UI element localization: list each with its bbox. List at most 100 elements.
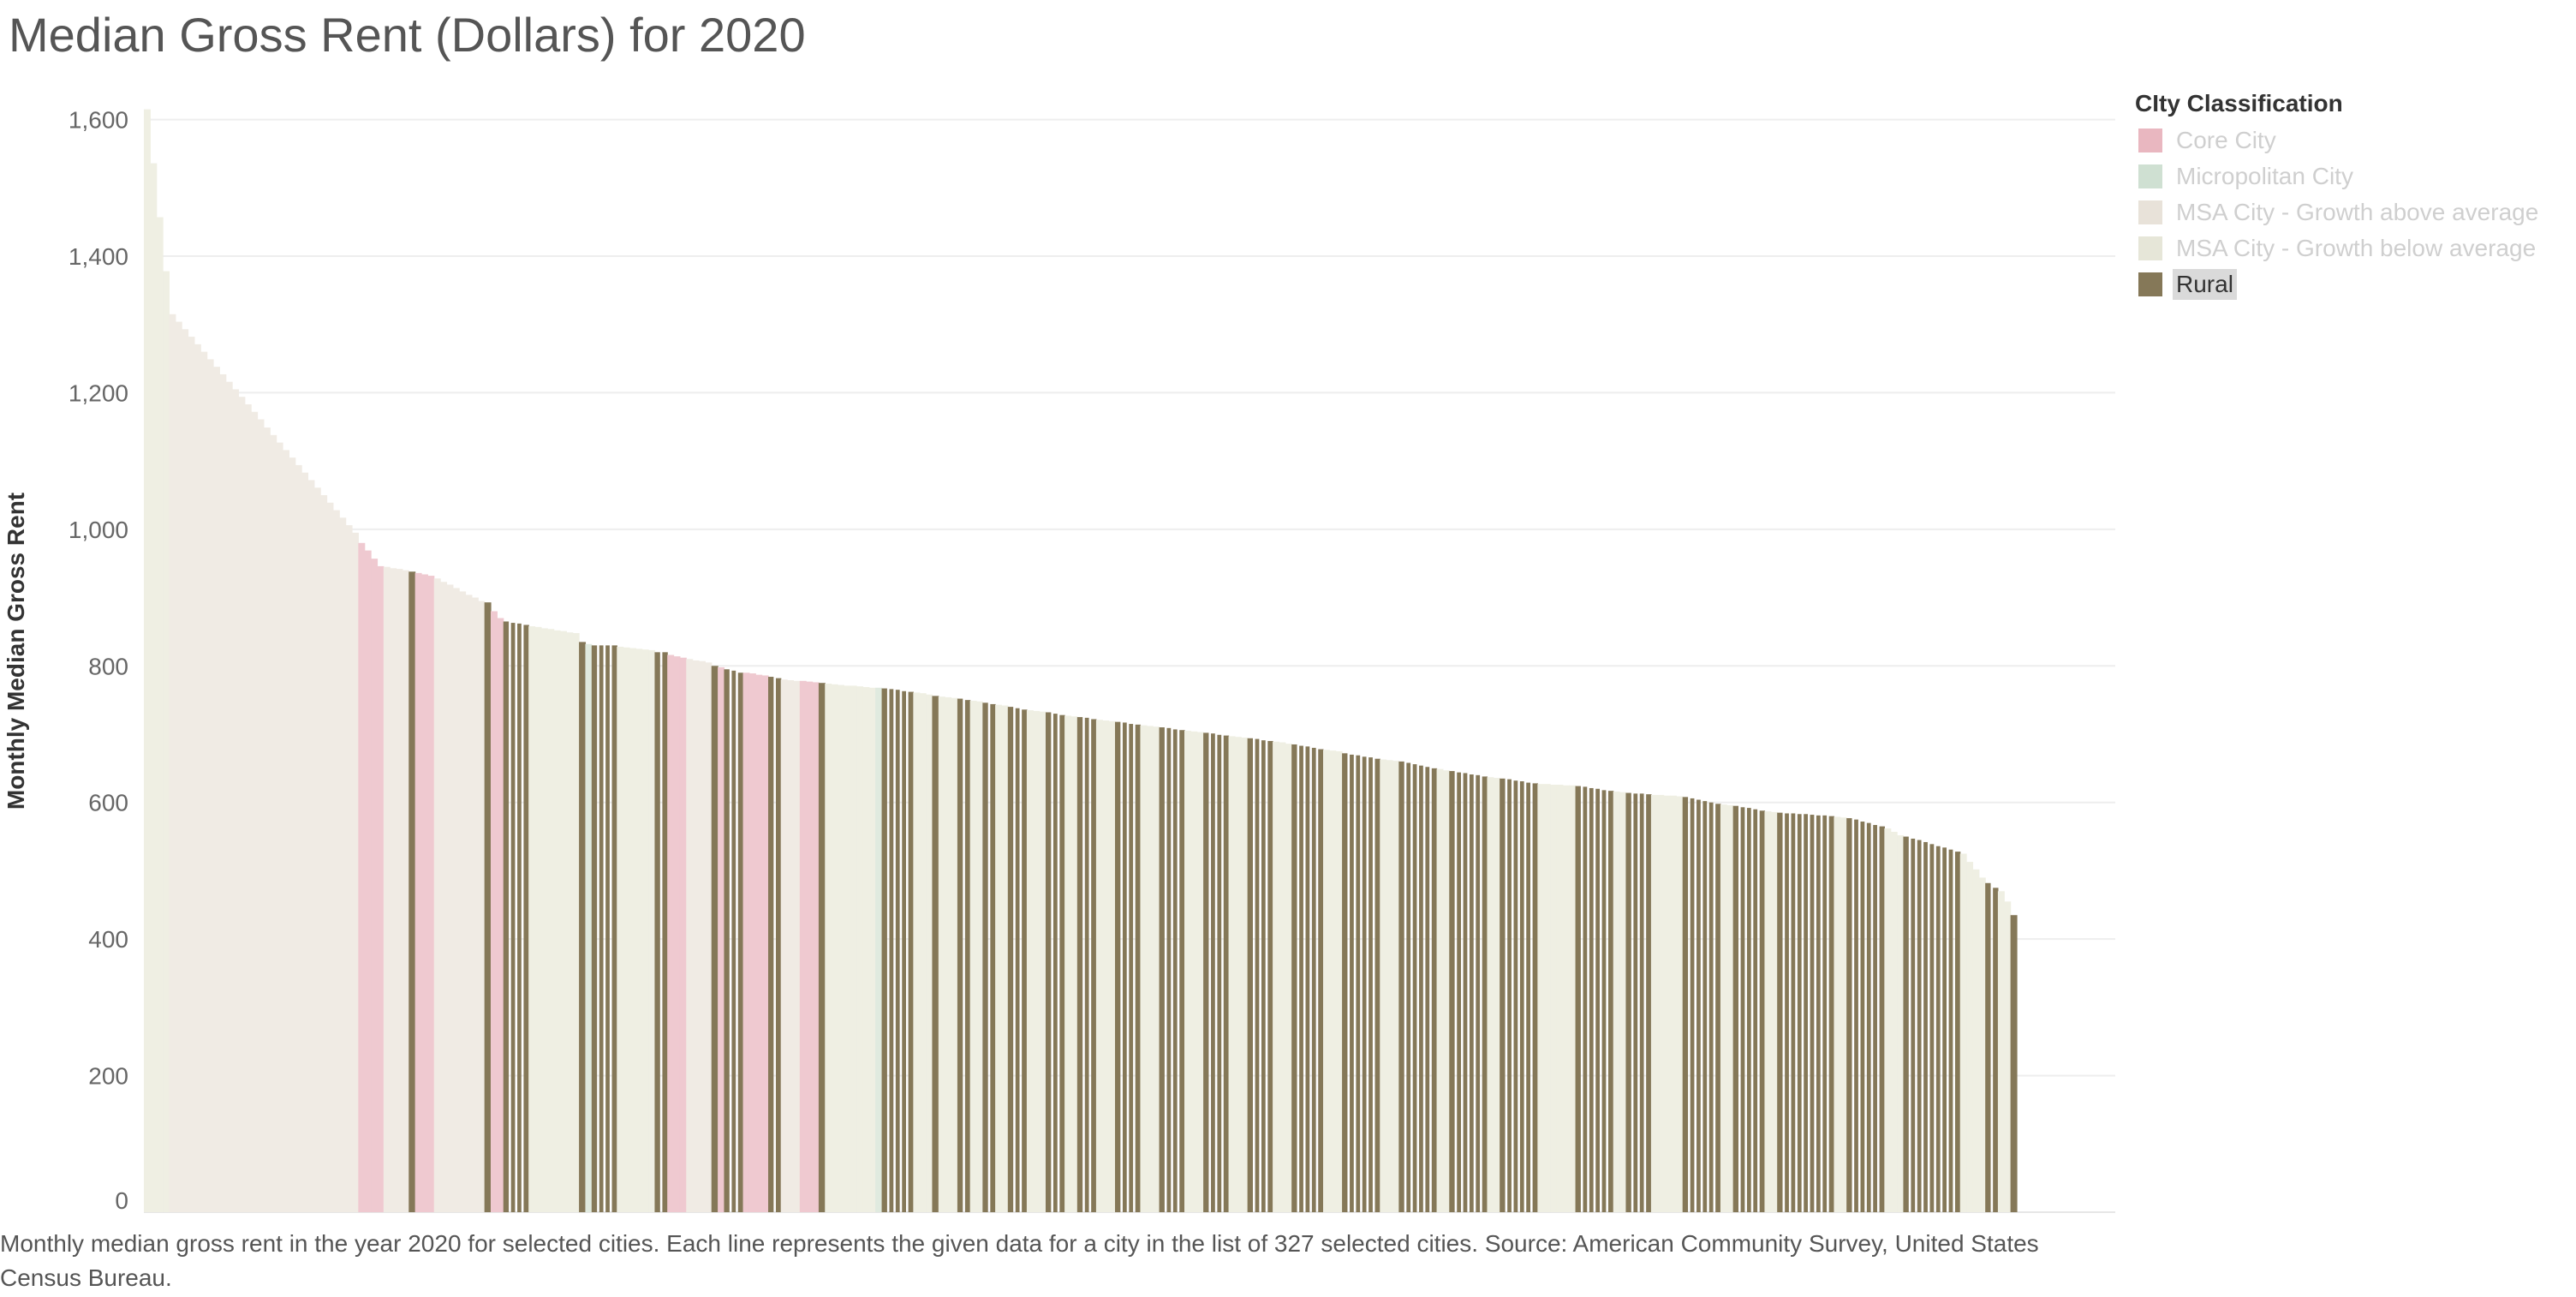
bar[interactable] — [1184, 731, 1191, 1212]
bar[interactable] — [1569, 785, 1577, 1212]
bar[interactable] — [844, 685, 851, 1212]
bar[interactable] — [446, 584, 454, 1212]
bar[interactable] — [1948, 849, 1953, 1212]
bar[interactable] — [1562, 785, 1570, 1212]
bar[interactable] — [1556, 784, 1564, 1212]
bar[interactable] — [1840, 817, 1847, 1212]
bar[interactable] — [648, 649, 656, 1212]
bar[interactable] — [1607, 791, 1614, 1212]
bar[interactable] — [1129, 724, 1134, 1212]
bar[interactable] — [1715, 804, 1721, 1212]
bar[interactable] — [806, 681, 814, 1212]
bar[interactable] — [352, 532, 359, 1212]
bar[interactable] — [1305, 746, 1310, 1212]
bar[interactable] — [1463, 773, 1468, 1212]
bar[interactable] — [1777, 812, 1783, 1212]
bar[interactable] — [895, 690, 900, 1212]
bar[interactable] — [517, 623, 522, 1212]
bar[interactable] — [850, 685, 857, 1212]
bar[interactable] — [1532, 783, 1538, 1212]
bar[interactable] — [1923, 841, 1928, 1212]
bar[interactable] — [976, 701, 983, 1212]
bar[interactable] — [1084, 717, 1089, 1212]
bar[interactable] — [1102, 720, 1110, 1212]
bar[interactable] — [799, 680, 807, 1212]
bar[interactable] — [1740, 807, 1745, 1212]
bar[interactable] — [1457, 772, 1461, 1212]
bar[interactable] — [276, 442, 283, 1212]
bar[interactable] — [313, 487, 321, 1212]
bar[interactable] — [926, 694, 933, 1212]
bar[interactable] — [1153, 726, 1160, 1212]
legend-item-core-city[interactable]: Core City — [2135, 123, 2567, 158]
bar[interactable] — [1507, 779, 1512, 1212]
bar[interactable] — [731, 670, 736, 1212]
bar[interactable] — [1261, 740, 1266, 1212]
bar[interactable] — [679, 657, 687, 1212]
bar[interactable] — [635, 648, 643, 1212]
bar[interactable] — [1959, 853, 1967, 1213]
bar[interactable] — [396, 569, 403, 1212]
bar[interactable] — [711, 666, 719, 1212]
bar[interactable] — [1115, 721, 1121, 1212]
bar[interactable] — [540, 628, 548, 1212]
bar[interactable] — [459, 591, 467, 1212]
bar[interactable] — [1228, 736, 1236, 1212]
bar[interactable] — [755, 674, 763, 1212]
bar[interactable] — [1804, 814, 1808, 1212]
bar[interactable] — [1978, 877, 1986, 1212]
bar[interactable] — [270, 434, 277, 1213]
bar[interactable] — [433, 578, 441, 1212]
bar[interactable] — [1942, 847, 1947, 1212]
bar[interactable] — [301, 472, 309, 1212]
bar[interactable] — [1059, 714, 1065, 1212]
bar[interactable] — [1890, 831, 1898, 1212]
bar[interactable] — [761, 675, 769, 1212]
bar[interactable] — [345, 525, 353, 1212]
bar[interactable] — [1732, 805, 1738, 1212]
legend-item-msa-growth-below[interactable]: MSA City - Growth below average — [2135, 230, 2567, 266]
bar[interactable] — [1052, 714, 1058, 1212]
bar[interactable] — [585, 643, 593, 1212]
bar[interactable] — [206, 359, 214, 1212]
bar[interactable] — [339, 517, 347, 1212]
bar[interactable] — [263, 427, 271, 1213]
bar[interactable] — [1493, 778, 1500, 1212]
bar[interactable] — [705, 662, 713, 1212]
bar[interactable] — [1335, 750, 1343, 1212]
bar[interactable] — [1091, 719, 1097, 1212]
bar[interactable] — [1897, 834, 1905, 1212]
bar[interactable] — [358, 542, 366, 1212]
bar[interactable] — [1159, 727, 1165, 1212]
bar[interactable] — [1223, 735, 1230, 1212]
bar[interactable] — [1419, 765, 1423, 1212]
bar[interactable] — [1985, 882, 1991, 1212]
bar[interactable] — [1816, 815, 1821, 1212]
bar[interactable] — [225, 381, 233, 1212]
bar[interactable] — [1166, 727, 1172, 1212]
bar[interactable] — [862, 687, 870, 1212]
bar[interactable] — [1022, 709, 1028, 1212]
bar[interactable] — [654, 652, 660, 1212]
bar[interactable] — [1046, 712, 1052, 1212]
bar[interactable] — [326, 502, 334, 1212]
bar[interactable] — [780, 679, 788, 1212]
bar[interactable] — [1172, 729, 1178, 1212]
bar[interactable] — [1797, 814, 1802, 1212]
bar[interactable] — [1108, 720, 1116, 1212]
bar[interactable] — [793, 680, 801, 1212]
bar[interactable] — [1696, 799, 1701, 1212]
bar[interactable] — [213, 367, 220, 1212]
bar[interactable] — [1550, 784, 1558, 1212]
bar[interactable] — [818, 683, 826, 1212]
bar[interactable] — [1026, 710, 1034, 1212]
bar[interactable] — [1764, 811, 1772, 1212]
bar[interactable] — [1449, 771, 1455, 1212]
bar[interactable] — [1575, 786, 1581, 1212]
bar[interactable] — [421, 574, 428, 1212]
bar[interactable] — [1873, 825, 1877, 1212]
bar[interactable] — [1291, 744, 1297, 1212]
bar[interactable] — [1203, 732, 1209, 1212]
bar[interactable] — [484, 602, 492, 1212]
bar[interactable] — [908, 691, 914, 1212]
